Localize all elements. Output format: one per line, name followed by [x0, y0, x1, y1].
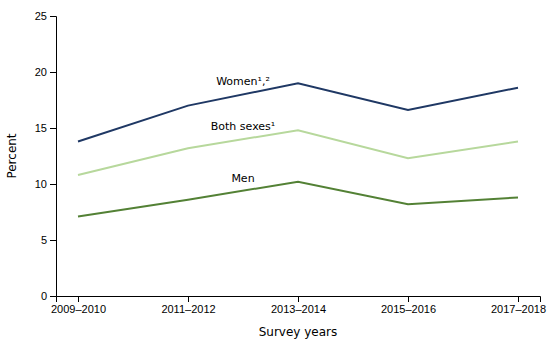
- y-tick: 25: [35, 10, 56, 22]
- x-axis-title: Survey years: [259, 325, 338, 339]
- x-tick-label: 2015–2016: [381, 303, 436, 315]
- y-axis: 0 5 10 15 20 25: [35, 10, 57, 302]
- y-tick-mark: [50, 72, 56, 73]
- x-tick: 2009–2010: [51, 296, 106, 315]
- x-axis-line: [57, 297, 541, 303]
- x-tick: 2013–2014: [271, 296, 326, 315]
- y-tick-label: 20: [35, 66, 47, 78]
- x-tick-mark: [188, 296, 189, 302]
- lines: [78, 83, 518, 216]
- y-tick-mark: [50, 296, 56, 297]
- series-line: [78, 130, 518, 175]
- x-axis: 2009–2010 2011–2012 2013–2014 2015–2016 2017…: [51, 296, 546, 315]
- y-tick-mark: [50, 16, 56, 17]
- x-tick: 2015–2016: [381, 296, 436, 315]
- y-axis-title: Percent: [5, 133, 19, 178]
- y-tick-mark: [50, 128, 56, 129]
- x-tick: 2011–2012: [161, 296, 215, 315]
- x-tick-mark: [518, 296, 519, 302]
- y-axis-line: [50, 17, 57, 297]
- x-tick: 2017–2018: [491, 296, 546, 315]
- line-labels: Women¹,² Both sexes¹ Men: [211, 75, 275, 184]
- y-tick-label: 5: [41, 234, 47, 246]
- y-tick: 15: [35, 122, 56, 134]
- y-tick-label: 0: [41, 290, 47, 302]
- y-tick: 5: [41, 234, 56, 246]
- line-label: Women¹,²: [216, 75, 270, 88]
- y-tick: 20: [35, 66, 56, 78]
- series-line: [78, 182, 518, 217]
- plot: 2009–2010 2011–2012 2013–2014 2015–2016 2017…: [35, 10, 546, 315]
- y-tick-label: 25: [35, 10, 47, 22]
- y-tick: 10: [35, 178, 56, 190]
- line-label: Both sexes¹: [211, 120, 275, 133]
- series-line: [78, 83, 518, 141]
- y-tick-label: 10: [35, 178, 47, 190]
- x-tick-label: 2017–2018: [491, 303, 546, 315]
- x-tick-mark: [408, 296, 409, 302]
- y-tick-mark: [50, 184, 56, 185]
- line-label: Men: [231, 172, 254, 185]
- y-tick-mark: [50, 240, 56, 241]
- x-tick-mark: [78, 296, 79, 302]
- x-tick-label: 2009–2010: [51, 303, 106, 315]
- chart: 2009–2010 2011–2012 2013–2014 2015–2016 2017…: [0, 0, 560, 346]
- y-tick-label: 15: [35, 122, 47, 134]
- x-tick-label: 2013–2014: [271, 303, 326, 315]
- y-tick: 0: [41, 290, 56, 302]
- x-tick-mark: [298, 296, 299, 302]
- x-tick-label: 2011–2012: [161, 303, 215, 315]
